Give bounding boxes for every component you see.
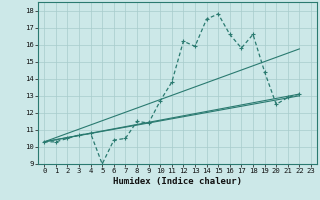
- X-axis label: Humidex (Indice chaleur): Humidex (Indice chaleur): [113, 177, 242, 186]
